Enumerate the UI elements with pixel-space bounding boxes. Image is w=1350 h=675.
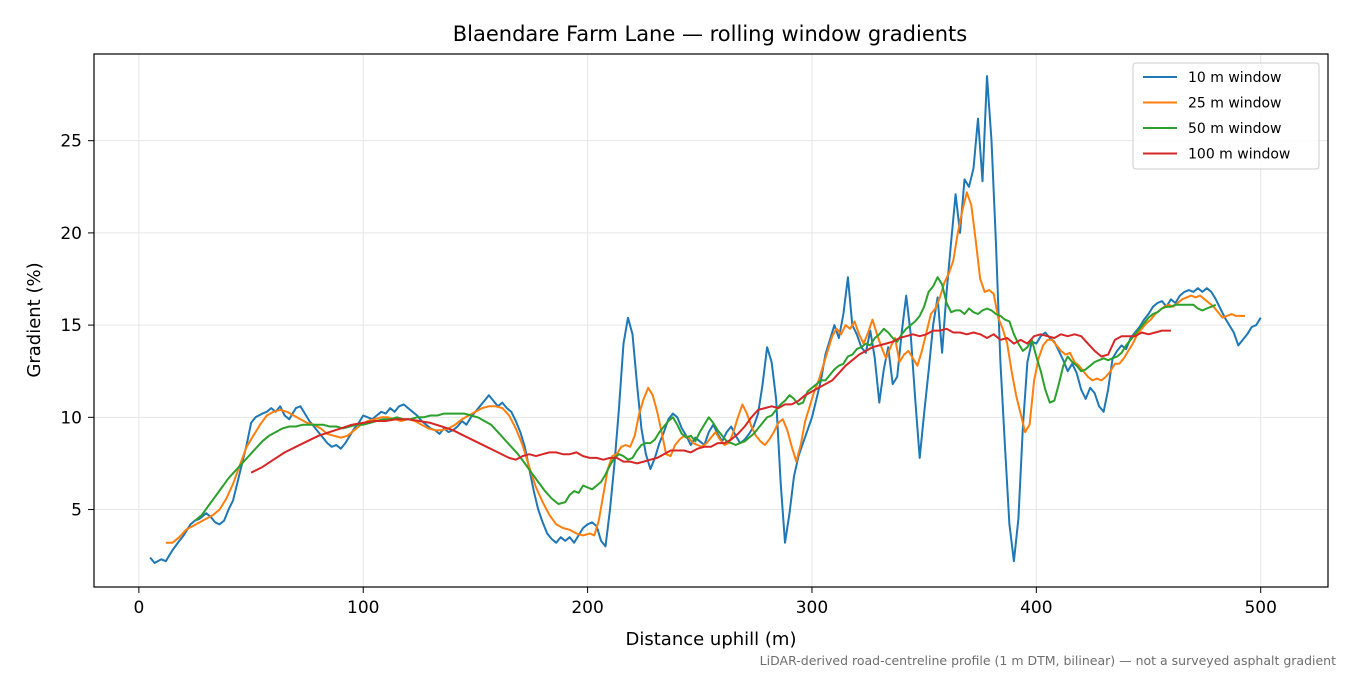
x-tick-label: 300 [796, 598, 828, 618]
y-tick-label: 20 [60, 224, 82, 244]
plot-frame [93, 53, 1329, 588]
x-tick-label: 400 [1020, 598, 1052, 618]
chart-title: Blaendare Farm Lane — rolling window gra… [453, 22, 967, 46]
y-tick-label: 15 [60, 316, 82, 336]
series-line-50-m-window [194, 276, 1217, 522]
series-line-100-m-window [250, 327, 1171, 474]
y-axis-label: Gradient (%) [24, 262, 45, 377]
x-tick-label: 500 [1244, 598, 1276, 618]
legend-box [1132, 62, 1320, 170]
footnote: LiDAR-derived road-centreline profile (1… [760, 653, 1336, 668]
y-tick-label: 10 [60, 408, 82, 428]
y-axis-ticks: 5 10 15 20 25 [60, 132, 94, 521]
x-tick-label: 100 [347, 598, 379, 618]
x-tick-label: 0 [133, 598, 144, 618]
legend-label-100-m-window: 100 m window [1188, 147, 1290, 163]
series-lines [149, 75, 1262, 564]
x-tick-label: 200 [571, 598, 603, 618]
legend-label-10-m-window: 10 m window [1188, 70, 1281, 86]
series-line-25-m-window [165, 191, 1245, 544]
y-tick-label: 5 [71, 501, 82, 521]
legend-label-25-m-window: 25 m window [1188, 96, 1281, 112]
x-axis-label: Distance uphill (m) [626, 629, 797, 650]
legend-label-50-m-window: 50 m window [1188, 121, 1281, 137]
y-tick-label: 25 [60, 132, 82, 152]
legend: 10 m window 25 m window 50 m window 100 m w… [1132, 62, 1320, 170]
x-axis-ticks: 0 100 200 300 400 500 [133, 587, 1277, 618]
series-line-10-m-window [149, 75, 1262, 564]
